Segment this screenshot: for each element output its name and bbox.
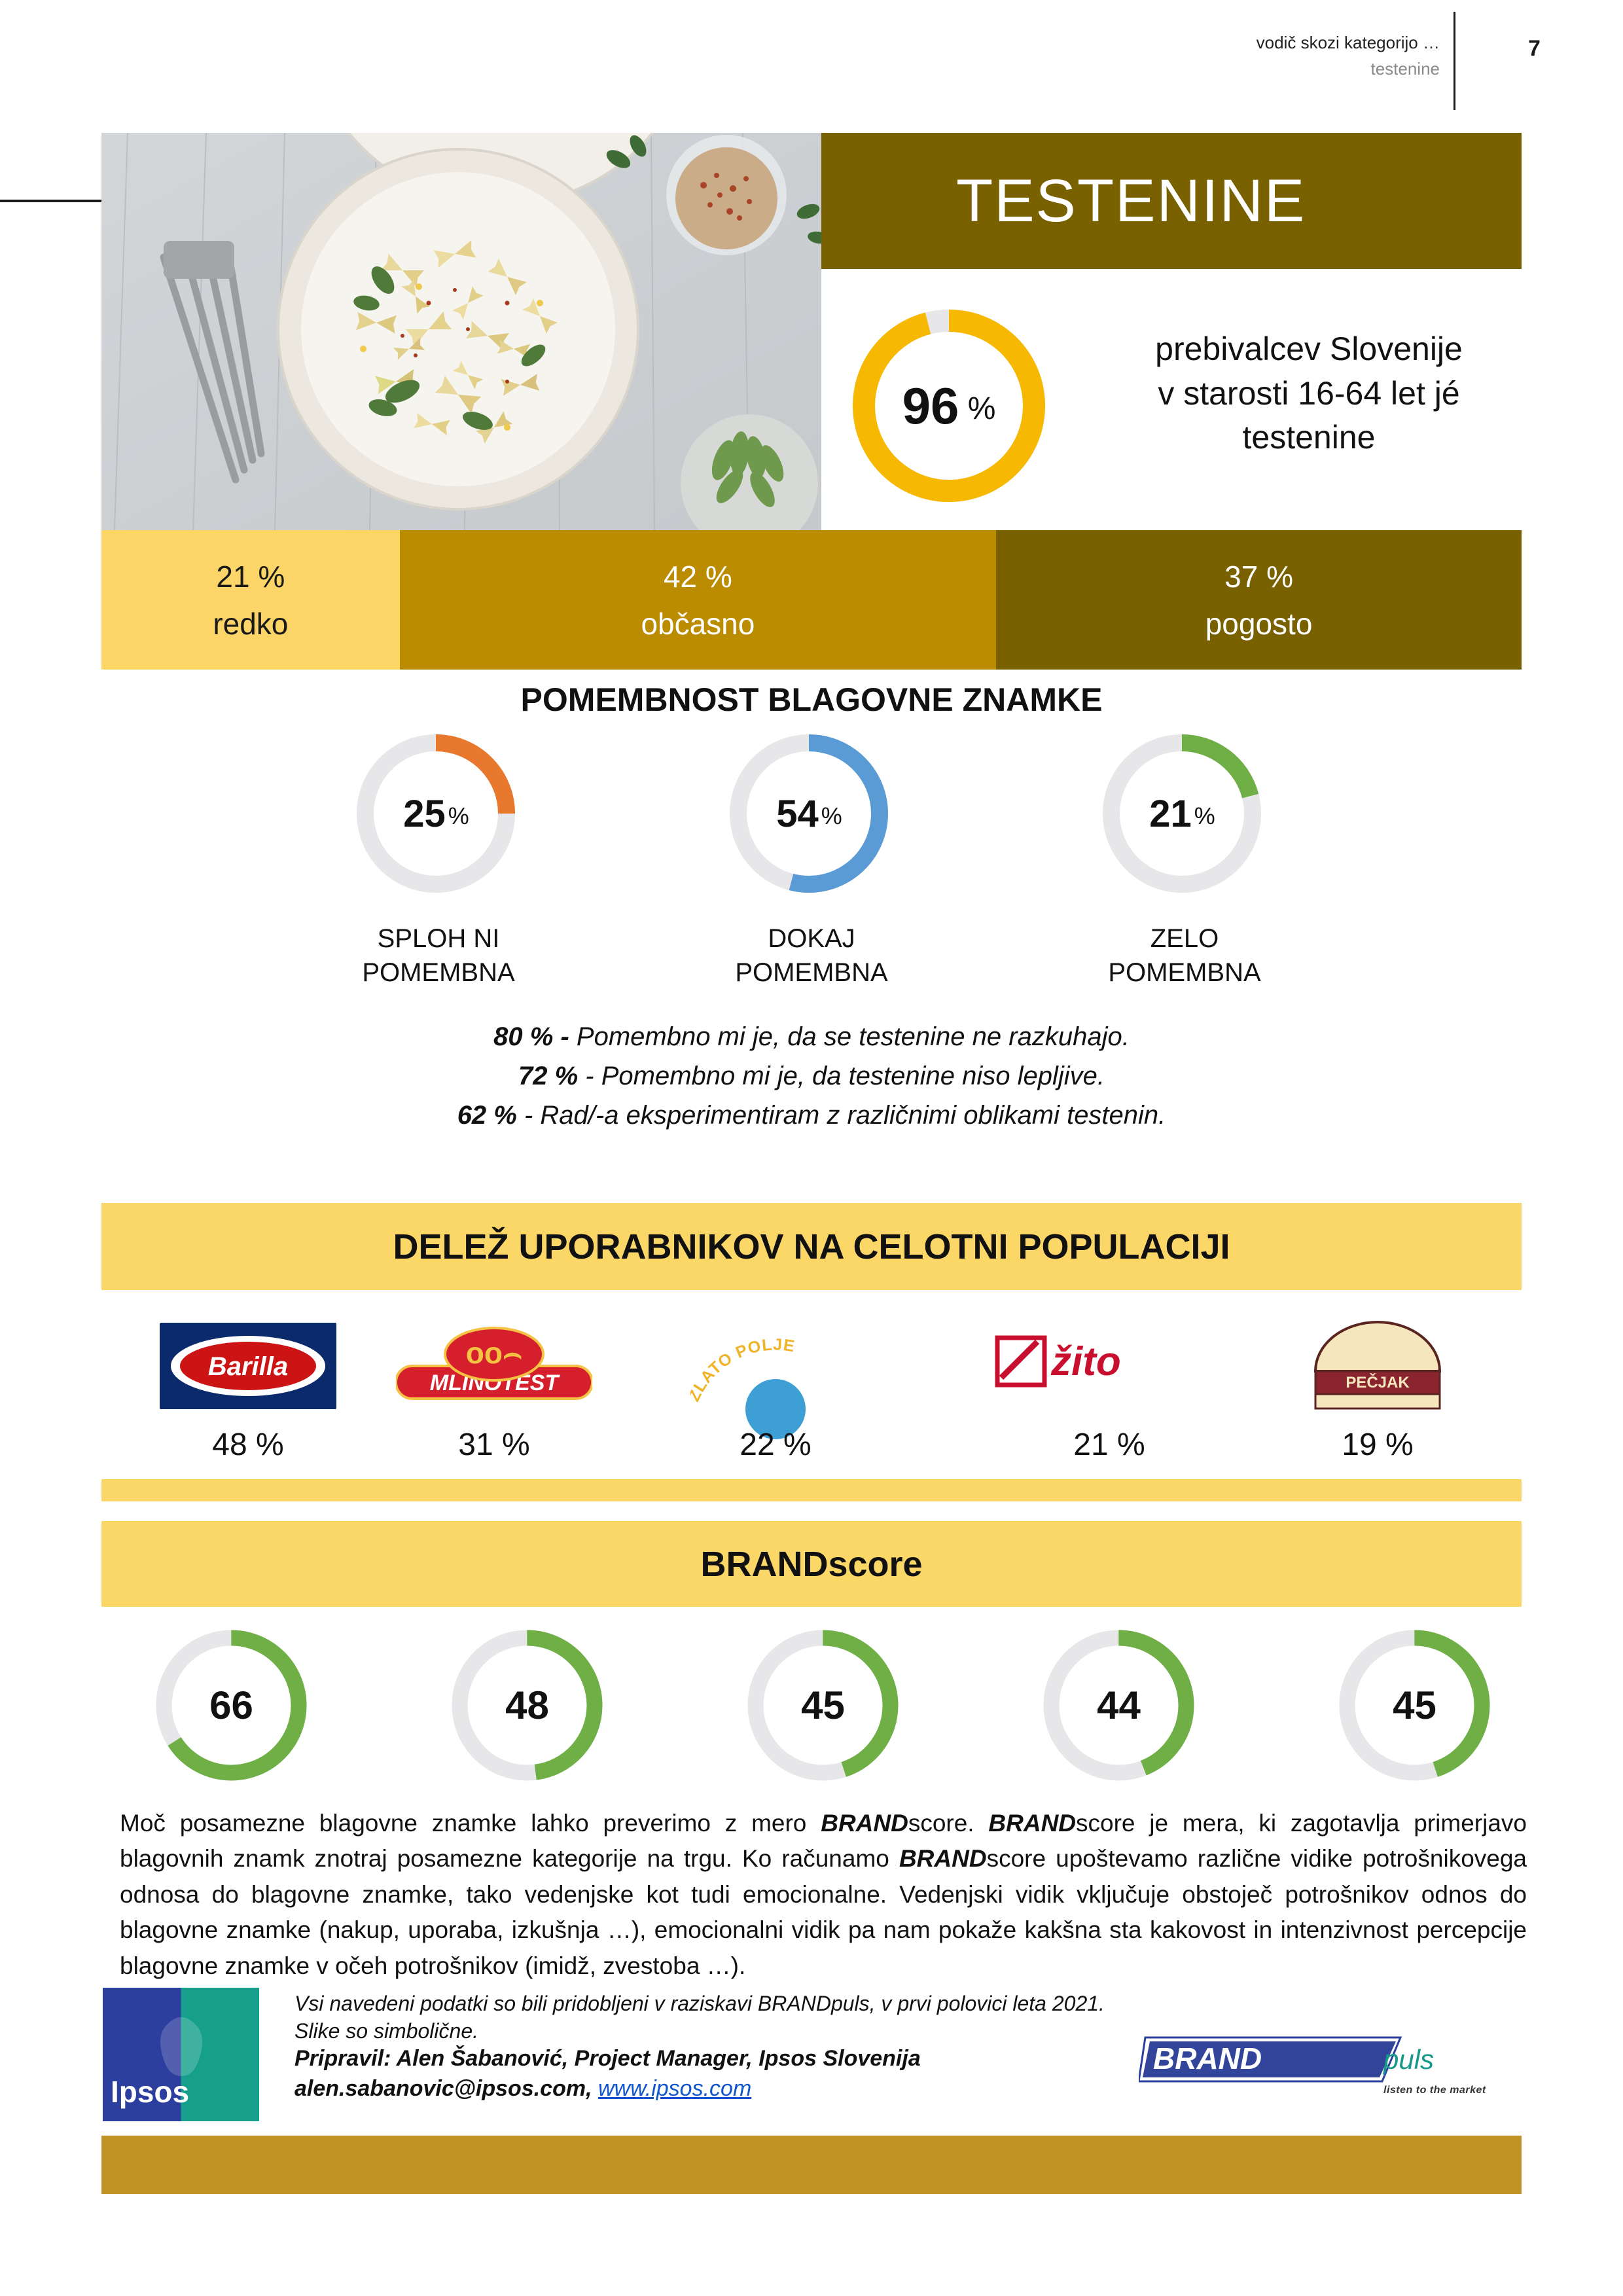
svg-text:PEČJAK: PEČJAK: [1346, 1373, 1410, 1391]
svg-text:oo⌢: oo⌢: [466, 1336, 522, 1370]
svg-text:Ipsos: Ipsos: [111, 2075, 189, 2109]
svg-text:BRAND: BRAND: [1153, 2041, 1262, 2075]
svg-text:puls: puls: [1382, 2044, 1434, 2075]
svg-text:Barilla: Barilla: [208, 1352, 288, 1381]
svg-text:listen to the market: listen to the market: [1383, 2085, 1486, 2096]
